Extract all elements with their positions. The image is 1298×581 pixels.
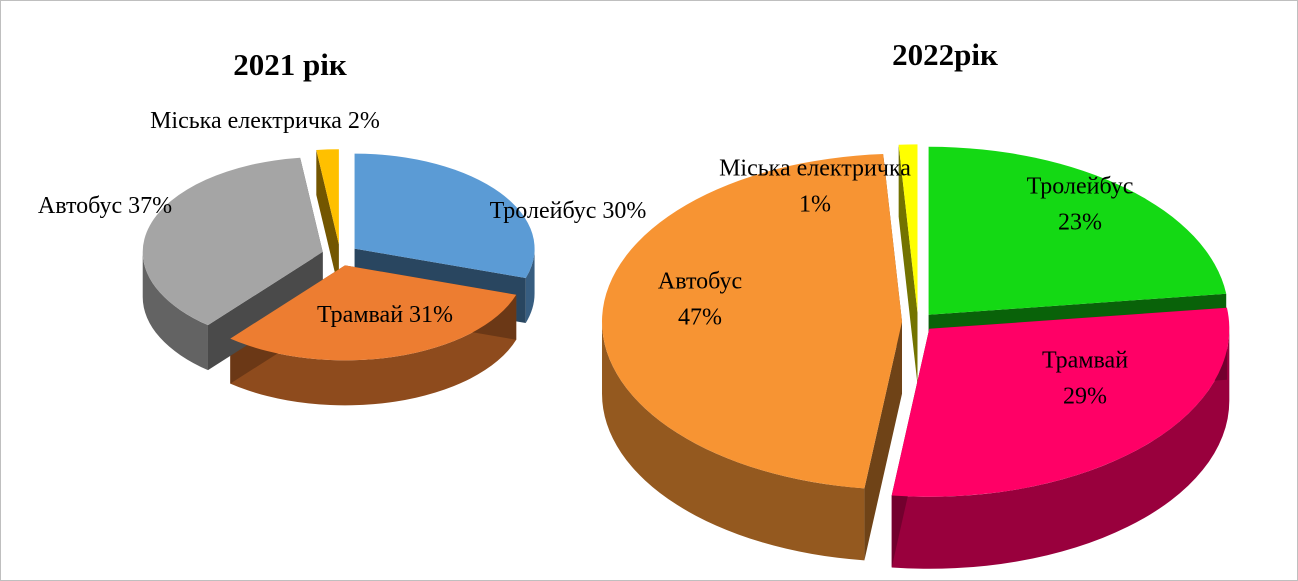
slice-category-label: Тролейбус [490,198,597,224]
slice-value-label: 2% [348,108,380,134]
pie-slice [142,157,323,326]
pie-side [891,328,1230,569]
slice-value-label: 1% [799,192,831,218]
pie-cut [316,149,339,290]
pie-side [525,248,535,324]
pie-side [142,251,208,371]
pie-cut [898,144,918,385]
slice-value-label: 29% [1063,384,1107,410]
slice-category-label: Міська електричка [150,108,342,134]
pie-slice [354,153,535,279]
slice-category-label: Тролейбус [1027,174,1134,200]
slice-label: Автобус 37% [38,193,172,219]
slice-value-label: 30% [602,198,646,224]
pie-slice [928,146,1227,315]
slice-value-label: 47% [678,305,722,331]
slice-label: Тролейбус 30% [490,198,647,224]
pie-slice [898,144,918,313]
pie-side [230,294,517,406]
pie-tops [602,144,1230,497]
chart-title: 2022рік [892,37,998,72]
pie-cut [864,321,903,561]
slice-label: Трамвай 31% [317,302,453,328]
slice-category-label: Автобус [658,269,742,295]
pie-slice [316,149,339,245]
slice-category-label: Трамвай [1042,348,1128,374]
chart-title: 2021 рік [233,47,347,82]
pie-slice [230,265,517,361]
slice-label: Міська електричка 2% [150,108,380,134]
slice-category-label: Міська електричка [719,156,911,182]
pie-side [602,321,865,561]
pie-slice [891,307,1230,497]
slice-value-label: 31% [409,302,453,328]
pie-slice [602,154,903,489]
slice-value-label: 37% [128,193,172,219]
slice-category-label: Автобус [38,193,122,219]
pie-tops [142,149,535,361]
slice-category-label: Трамвай [317,302,403,328]
slice-value-label: 23% [1058,210,1102,236]
